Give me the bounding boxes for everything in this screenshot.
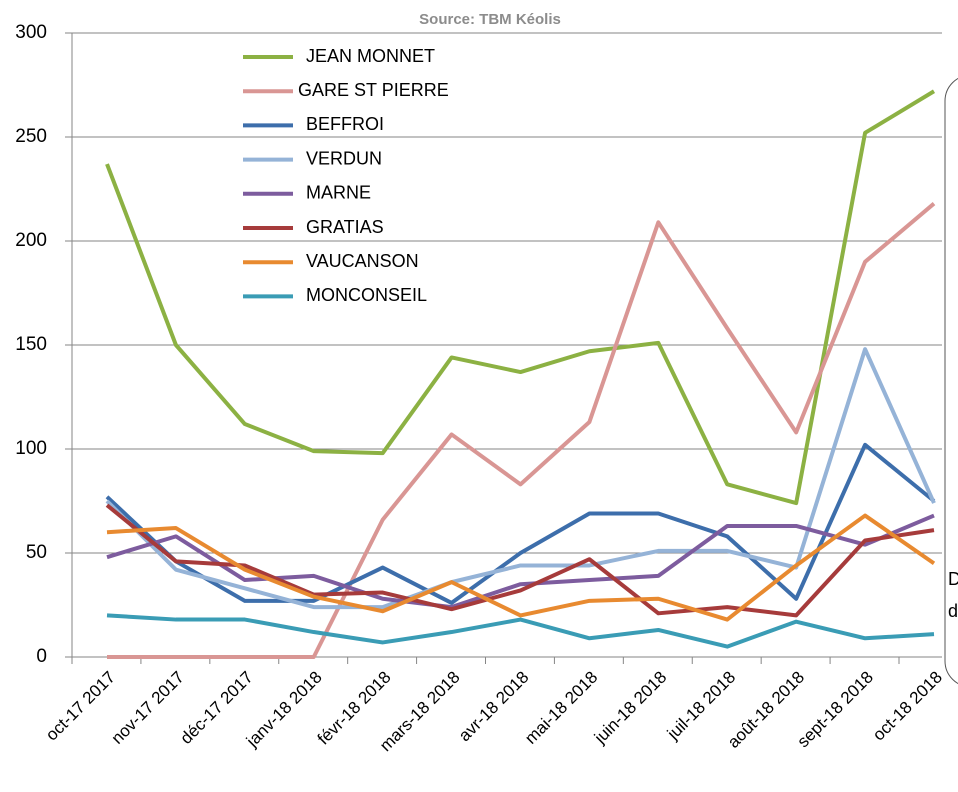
- series-line: [106, 513, 935, 610]
- series-line: [106, 613, 935, 649]
- y-tick-label: 150: [15, 334, 47, 355]
- series-line: [106, 513, 936, 622]
- callout-box: [944, 77, 958, 685]
- y-tick-label: 0: [36, 646, 47, 667]
- legend-label: VERDUN: [306, 148, 382, 168]
- x-tick-label: oct-17 2017: [42, 668, 119, 745]
- x-tick-label: oct-18 2018: [869, 668, 946, 745]
- series-line: [107, 202, 936, 659]
- y-tick-label: 100: [15, 438, 47, 459]
- x-tick-label: juin-18 2018: [590, 668, 670, 748]
- series-line: [105, 442, 936, 605]
- x-tick-label: nov-17 2017: [108, 668, 188, 748]
- legend-label: MARNE: [306, 183, 371, 203]
- annotation: d: [948, 601, 958, 621]
- y-tick-label: 200: [15, 230, 47, 251]
- annotation: D: [948, 569, 958, 589]
- series-line: [105, 503, 935, 618]
- series-line: [105, 89, 936, 506]
- y-tick-label: 300: [15, 22, 47, 43]
- y-tick-label: 250: [15, 126, 47, 147]
- legend-label: GARE ST PIERRE: [298, 80, 449, 100]
- legend-label: BEFFROI: [306, 114, 384, 134]
- x-tick-label: mai-18 2018: [521, 668, 601, 748]
- y-tick-label: 50: [26, 542, 47, 563]
- legend-label: MONCONSEIL: [306, 285, 427, 305]
- legend-label: JEAN MONNET: [306, 46, 435, 66]
- legend-label: VAUCANSON: [306, 251, 419, 271]
- source: Source: TBM Kéolis: [419, 11, 561, 28]
- legend-label: GRATIAS: [306, 217, 384, 237]
- x-tick-label: juil-18 2018: [663, 668, 739, 744]
